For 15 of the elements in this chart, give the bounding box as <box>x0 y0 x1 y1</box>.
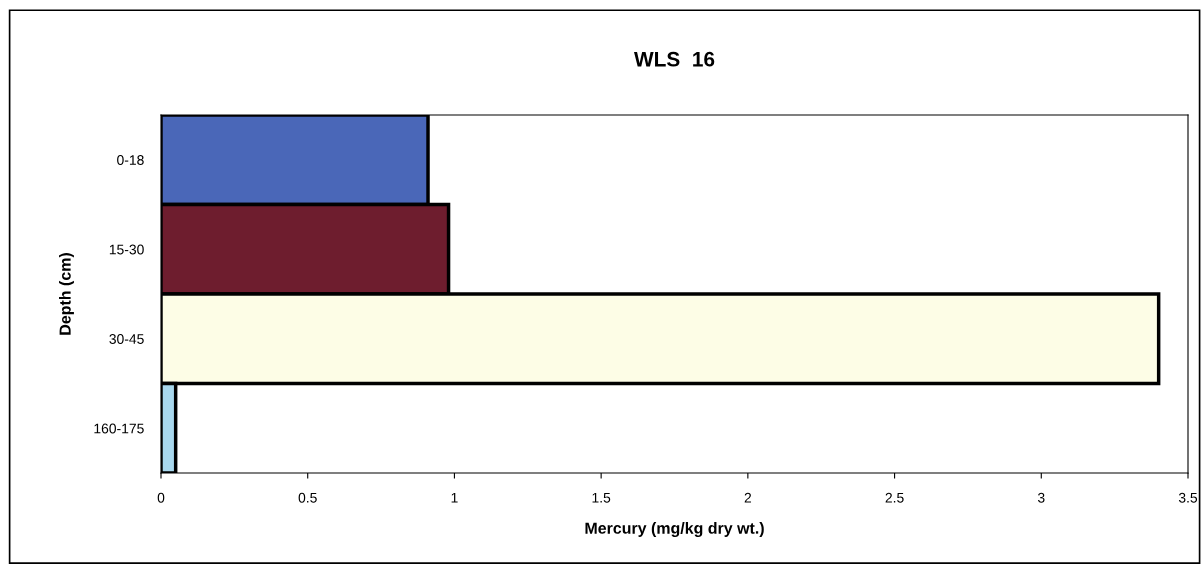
x-tick-label: 1 <box>451 492 458 503</box>
y-tick-label: 15-30 <box>109 244 144 255</box>
x-tick-label: 2 <box>744 492 752 503</box>
x-tick-label: 2.5 <box>885 492 904 503</box>
y-tick-label: 0-18 <box>117 155 144 165</box>
chart-title: WLS 16 <box>634 51 715 67</box>
y-tick-label: 30-45 <box>109 334 144 344</box>
y-axis-title: Depth (cm) <box>59 253 74 335</box>
y-tick-label: 160-175 <box>94 423 144 434</box>
x-tick-label: 1.5 <box>592 492 611 503</box>
x-tick-label: 3.5 <box>1178 492 1198 503</box>
x-tick-label: 0 <box>157 492 165 503</box>
x-tick-label: 3 <box>1037 492 1045 503</box>
x-axis-title: Mercury (mg/kg dry wt.) <box>585 522 764 538</box>
x-tick-label: 0.5 <box>298 492 317 503</box>
